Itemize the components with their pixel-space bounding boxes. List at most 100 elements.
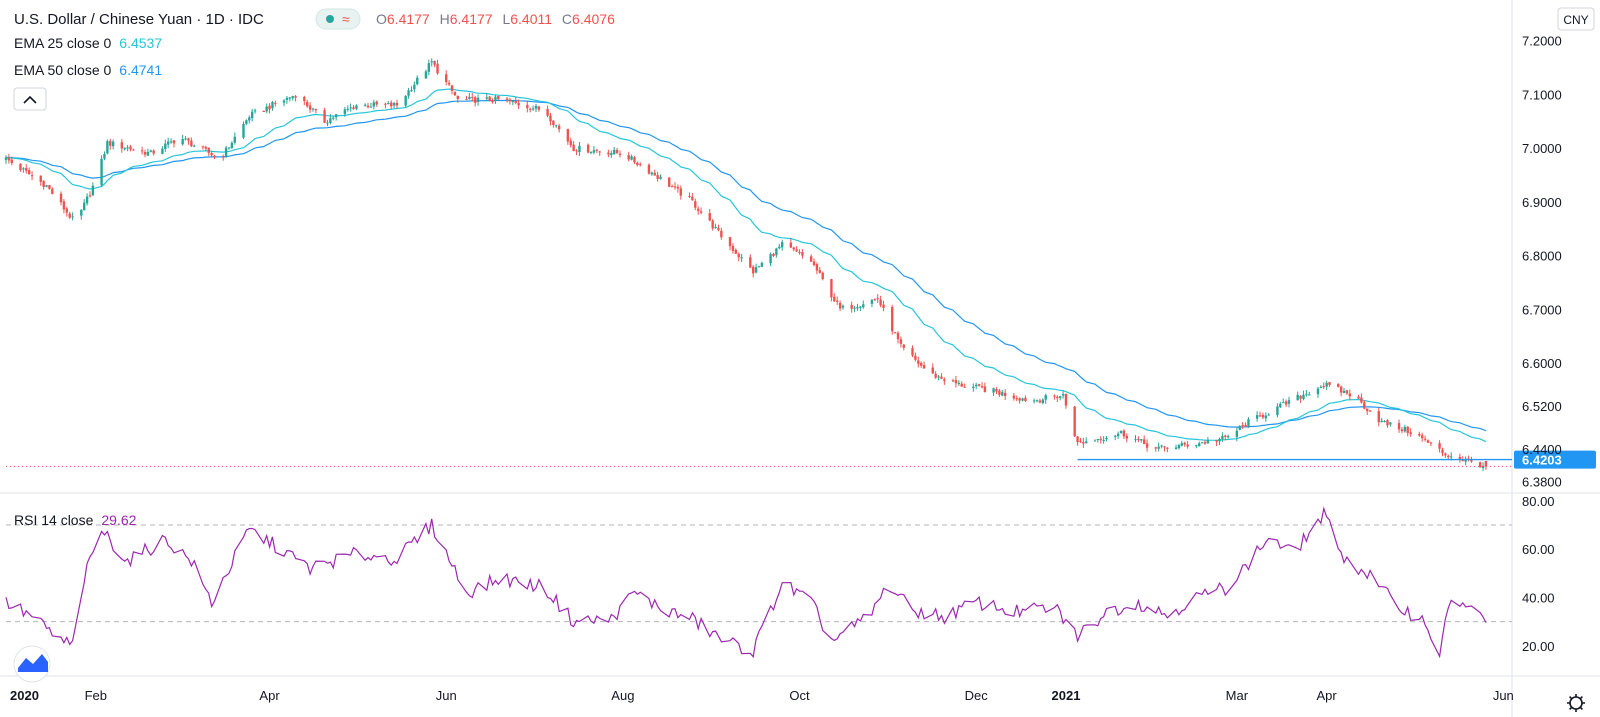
candle-body[interactable] <box>731 245 735 251</box>
candle-body[interactable] <box>650 172 654 175</box>
candle-body[interactable] <box>1044 395 1047 400</box>
candle-body[interactable] <box>1226 436 1230 438</box>
candle-body[interactable] <box>1218 438 1221 442</box>
candle-body[interactable] <box>572 144 575 151</box>
candle-body[interactable] <box>184 138 187 140</box>
candle-body[interactable] <box>1363 402 1366 409</box>
candle-body[interactable] <box>1073 406 1076 437</box>
candle-body[interactable] <box>1302 394 1305 400</box>
candle-body[interactable] <box>714 227 717 229</box>
candle-body[interactable] <box>1012 395 1016 399</box>
candle-body[interactable] <box>1056 396 1059 399</box>
candle-body[interactable] <box>109 140 112 146</box>
candle-body[interactable] <box>917 360 920 364</box>
candle-body[interactable] <box>954 380 958 384</box>
candle-body[interactable] <box>497 96 500 100</box>
candle-body[interactable] <box>42 180 45 187</box>
candle-body[interactable] <box>1423 438 1427 440</box>
candle-body[interactable] <box>708 213 711 221</box>
candle-body[interactable] <box>1426 440 1430 443</box>
candle-body[interactable] <box>1038 400 1042 403</box>
candle-body[interactable] <box>488 96 491 102</box>
candle-body[interactable] <box>126 147 129 149</box>
candle-body[interactable] <box>22 168 25 170</box>
candle-body[interactable] <box>210 152 213 156</box>
candle-body[interactable] <box>1041 399 1045 404</box>
candle-body[interactable] <box>146 151 150 156</box>
candle-body[interactable] <box>1125 435 1129 439</box>
candle-body[interactable] <box>294 96 297 98</box>
candle-body[interactable] <box>450 85 454 91</box>
candle-body[interactable] <box>149 150 153 152</box>
candle-body[interactable] <box>679 188 683 196</box>
candle-body[interactable] <box>392 103 396 106</box>
candle-body[interactable] <box>1122 430 1126 437</box>
candle-body[interactable] <box>1284 401 1288 405</box>
candle-body[interactable] <box>1203 442 1207 444</box>
candle-body[interactable] <box>555 125 558 127</box>
candle-body[interactable] <box>1386 420 1389 426</box>
candle-body[interactable] <box>1024 397 1027 402</box>
candle-body[interactable] <box>329 118 332 123</box>
candle-body[interactable] <box>1296 394 1299 401</box>
candle-body[interactable] <box>485 97 488 99</box>
candle-body[interactable] <box>1102 439 1105 441</box>
candle-body[interactable] <box>754 267 758 273</box>
candle-body[interactable] <box>1397 423 1401 430</box>
candle-body[interactable] <box>943 379 946 382</box>
candle-body[interactable] <box>537 106 541 110</box>
candle-body[interactable] <box>873 299 877 301</box>
candle-body[interactable] <box>1258 415 1262 417</box>
candle-body[interactable] <box>132 149 135 151</box>
candle-body[interactable] <box>801 252 804 256</box>
candle-body[interactable] <box>1082 442 1085 444</box>
candle-body[interactable] <box>1357 396 1360 399</box>
candle-body[interactable] <box>688 196 691 198</box>
candle-body[interactable] <box>992 388 995 393</box>
candle-body[interactable] <box>120 142 124 149</box>
candle-body[interactable] <box>815 264 819 271</box>
candle-body[interactable] <box>977 384 981 386</box>
candle-body[interactable] <box>152 150 155 154</box>
candle-body[interactable] <box>1279 403 1282 408</box>
candle-body[interactable] <box>468 96 471 99</box>
candle-body[interactable] <box>71 216 74 218</box>
candle-body[interactable] <box>1064 393 1068 406</box>
candle-body[interactable] <box>1261 414 1265 418</box>
candle-body[interactable] <box>248 117 251 121</box>
candle-body[interactable] <box>691 196 694 201</box>
candle-body[interactable] <box>85 196 89 204</box>
candle-body[interactable] <box>931 367 934 374</box>
candle-body[interactable] <box>7 157 11 161</box>
candle-body[interactable] <box>372 102 376 107</box>
candle-body[interactable] <box>111 141 115 147</box>
candle-body[interactable] <box>1276 406 1279 416</box>
candle-body[interactable] <box>546 109 549 116</box>
candle-body[interactable] <box>789 242 793 248</box>
candle-body[interactable] <box>242 123 245 138</box>
candle-body[interactable] <box>610 153 613 156</box>
candle-body[interactable] <box>760 262 764 267</box>
candle-body[interactable] <box>349 107 352 109</box>
candle-body[interactable] <box>1282 402 1285 404</box>
candle-body[interactable] <box>395 102 399 106</box>
candle-body[interactable] <box>830 279 833 298</box>
candle-body[interactable] <box>879 299 882 306</box>
candle-body[interactable] <box>639 164 642 166</box>
candle-body[interactable] <box>25 168 28 171</box>
candle-body[interactable] <box>389 102 393 107</box>
candle-body[interactable] <box>1409 432 1412 435</box>
candle-body[interactable] <box>922 365 926 369</box>
candle-body[interactable] <box>1380 420 1383 423</box>
candle-body[interactable] <box>1365 408 1369 412</box>
candle-body[interactable] <box>514 101 517 103</box>
candle-body[interactable] <box>870 299 874 304</box>
candle-body[interactable] <box>850 304 853 309</box>
candle-body[interactable] <box>207 147 210 153</box>
candle-body[interactable] <box>190 140 193 147</box>
candle-body[interactable] <box>172 140 176 144</box>
candle-body[interactable] <box>1244 424 1247 427</box>
candle-body[interactable] <box>476 97 480 102</box>
candle-body[interactable] <box>995 389 998 392</box>
